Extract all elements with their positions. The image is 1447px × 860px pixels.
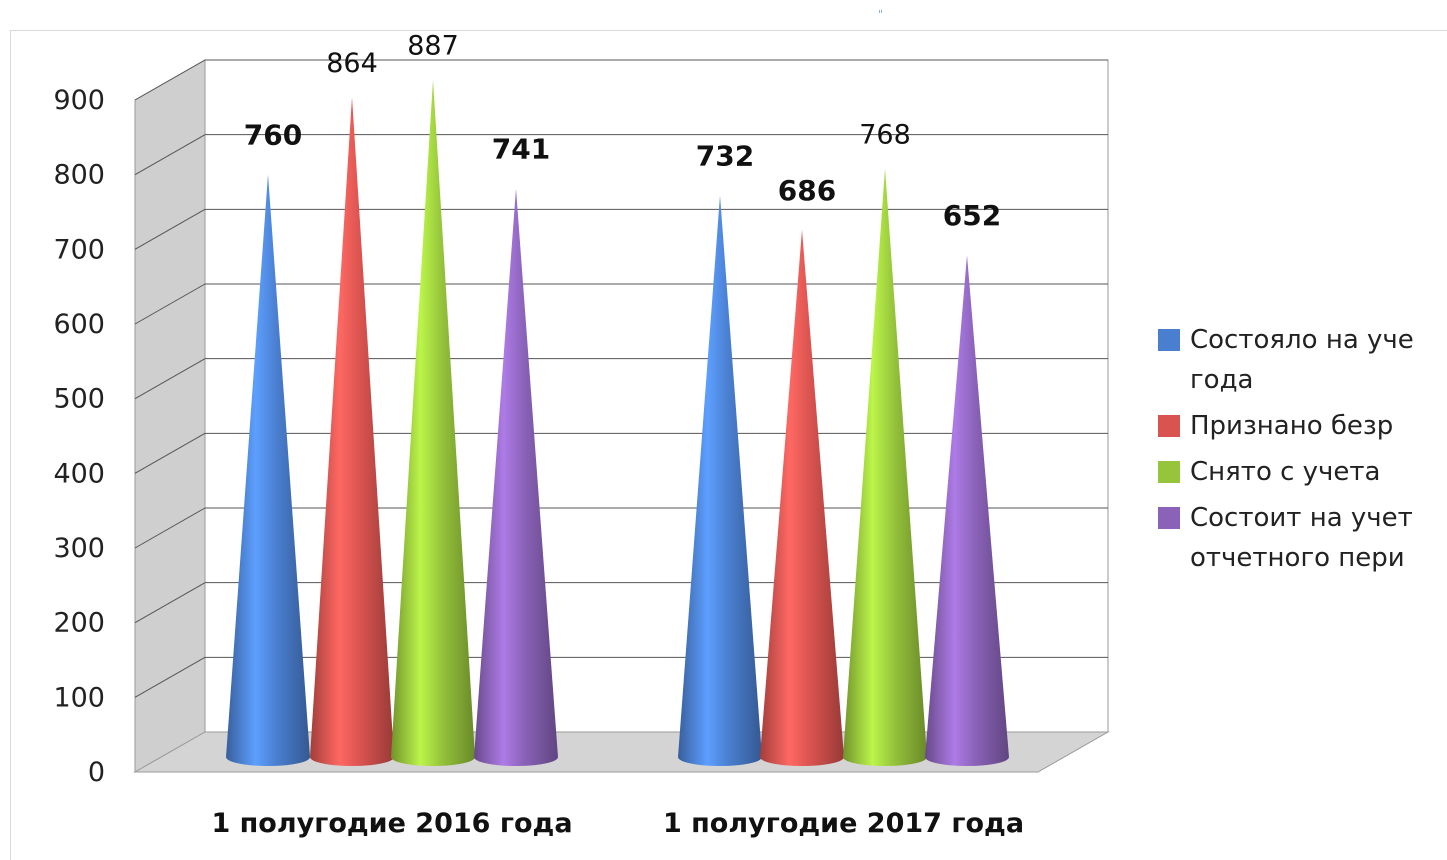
legend-swatch xyxy=(1158,329,1180,351)
legend-label: Состояло на уче года xyxy=(1190,325,1414,395)
gridline-side xyxy=(134,582,206,624)
data-label: 864 xyxy=(326,48,378,79)
data-label: 686 xyxy=(778,174,836,207)
legend-swatch xyxy=(1158,507,1180,529)
cone-bar xyxy=(226,174,310,767)
gridline-side xyxy=(134,507,206,549)
data-label: 768 xyxy=(859,120,911,151)
gridline-side xyxy=(134,283,206,325)
side-wall xyxy=(134,59,206,773)
legend-item: Снято с учета xyxy=(1158,452,1447,492)
legend-label: Снято с учета xyxy=(1190,457,1381,487)
legend-swatch xyxy=(1158,415,1180,437)
cone-bar xyxy=(925,255,1009,766)
cone-bar xyxy=(843,168,927,766)
cone-bar xyxy=(474,188,558,767)
gridline-side xyxy=(134,59,206,101)
y-tick-label: 200 xyxy=(53,608,105,639)
data-label: 732 xyxy=(696,139,754,172)
y-tick-label: 100 xyxy=(53,682,105,713)
legend-item: Состоит на учет отчетного пери xyxy=(1158,498,1447,578)
gridline-side xyxy=(134,656,206,698)
chart-frame xyxy=(10,30,1447,860)
data-label: 652 xyxy=(943,199,1001,232)
data-label: 741 xyxy=(492,133,550,166)
y-tick-label: 0 xyxy=(88,757,105,788)
data-label: 760 xyxy=(244,119,302,152)
legend-label: Признано безр xyxy=(1190,411,1394,441)
cone-bar xyxy=(760,229,844,766)
y-tick-label: 400 xyxy=(53,458,105,489)
legend-item: Признано безр xyxy=(1158,406,1447,446)
data-label: 887 xyxy=(407,31,459,62)
top-mark: " xyxy=(878,8,884,21)
y-tick-label: 800 xyxy=(53,160,105,191)
gridline-side xyxy=(134,208,206,250)
y-tick-label: 700 xyxy=(53,234,105,265)
legend: Состояло на уче года Признано безр Снято с… xyxy=(1158,320,1447,584)
y-tick-label: 300 xyxy=(53,533,105,564)
y-tick-label: 500 xyxy=(53,384,105,415)
x-category-label: 1 полугодие 2016 года xyxy=(211,808,572,839)
cone-bar xyxy=(310,96,394,766)
y-tick-label: 900 xyxy=(53,85,105,116)
x-category-label: 1 полугодие 2017 года xyxy=(663,808,1024,839)
legend-swatch xyxy=(1158,461,1180,483)
gridline-side xyxy=(134,432,206,474)
gridline-side xyxy=(134,134,206,176)
cone-bar xyxy=(678,195,762,766)
legend-label: Состоит на учет отчетного пери xyxy=(1190,503,1413,573)
y-tick-label: 600 xyxy=(53,309,105,340)
cone-bar xyxy=(391,79,475,766)
legend-item: Состояло на уче года xyxy=(1158,320,1447,400)
gridline-side xyxy=(134,358,206,400)
